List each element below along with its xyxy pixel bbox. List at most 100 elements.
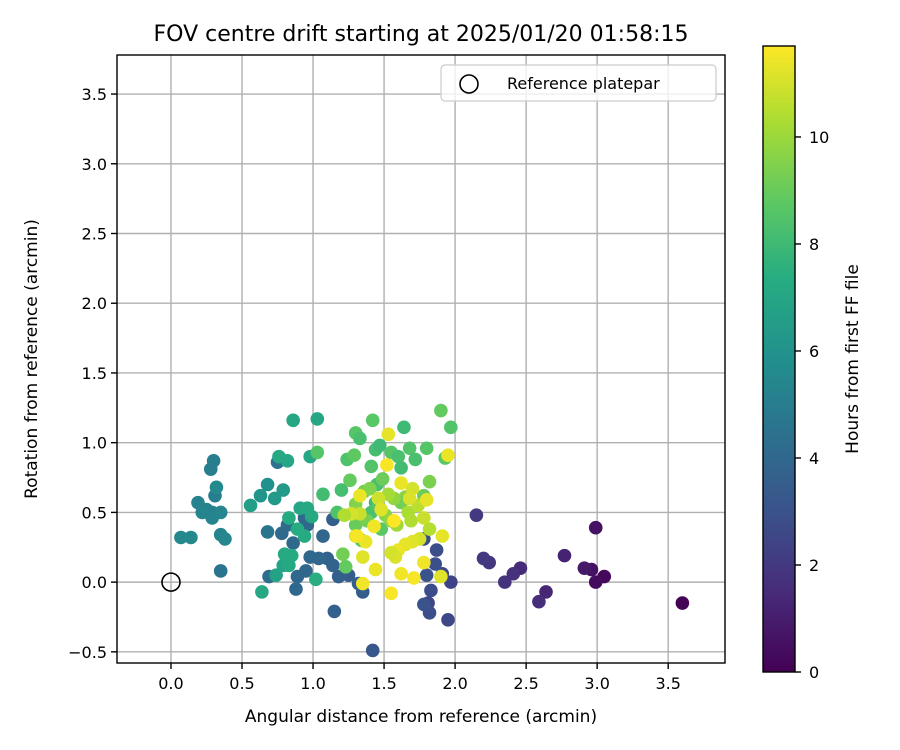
data-point — [539, 585, 553, 599]
data-point — [184, 530, 198, 545]
x-tick-label: 2.5 — [513, 674, 538, 693]
data-point — [402, 491, 417, 506]
colorbar-ticks: 0 2 4 6 8 10 — [795, 128, 829, 682]
x-axis-ticks: 0.0 0.5 1.0 1.5 2.0 2.5 3.0 3.5 — [158, 663, 681, 693]
data-point — [394, 460, 408, 475]
data-point — [394, 566, 408, 581]
legend-box — [440, 64, 717, 102]
data-point — [381, 427, 396, 442]
data-point — [498, 575, 512, 589]
y-tick-label: 3.0 — [82, 155, 107, 174]
x-tick-label: 3.5 — [655, 674, 680, 693]
data-point — [384, 586, 398, 601]
data-point — [419, 441, 434, 456]
data-point — [417, 597, 431, 612]
data-point — [331, 569, 346, 584]
data-point — [276, 483, 291, 497]
data-point — [253, 488, 268, 503]
data-point — [384, 546, 398, 560]
data-point — [206, 453, 221, 468]
data-point — [394, 476, 408, 490]
data-point — [434, 403, 448, 418]
data-point — [310, 412, 325, 426]
data-point — [435, 529, 450, 543]
data-point — [336, 547, 350, 562]
data-point — [353, 431, 367, 446]
data-point — [404, 513, 418, 528]
x-tick-label: 0.0 — [158, 674, 183, 693]
data-point — [444, 420, 458, 435]
data-point — [441, 448, 455, 463]
legend: Reference platepar — [440, 64, 717, 102]
data-point — [588, 575, 603, 589]
data-point — [286, 413, 300, 428]
y-tick-label: 2.0 — [82, 294, 107, 313]
data-point — [304, 509, 319, 524]
data-point — [402, 441, 417, 456]
data-point — [290, 569, 305, 584]
colorbar-tick-label: 8 — [809, 235, 819, 254]
data-points — [174, 403, 690, 658]
data-point — [434, 569, 448, 584]
data-point — [260, 477, 275, 492]
data-point — [387, 513, 401, 528]
data-point — [195, 505, 210, 520]
data-point — [218, 532, 232, 546]
data-point — [310, 445, 325, 460]
data-point — [429, 543, 444, 557]
data-point — [441, 612, 455, 627]
colorbar: 0 2 4 6 8 10 Hours from first FF file — [762, 45, 863, 682]
data-point — [267, 491, 282, 506]
data-point — [371, 491, 386, 506]
x-axis-label: Angular distance from reference (arcmin) — [245, 707, 597, 727]
plot-frame — [116, 54, 726, 664]
colorbar-tick-label: 6 — [809, 342, 819, 361]
data-point — [417, 555, 431, 570]
data-point — [532, 594, 546, 609]
data-point — [355, 550, 370, 564]
data-point — [368, 562, 383, 577]
y-tick-label: 3.5 — [82, 85, 107, 104]
data-point — [367, 519, 381, 534]
x-tick-label: 3.0 — [584, 674, 609, 693]
data-point — [577, 561, 592, 575]
data-point — [334, 483, 349, 497]
y-tick-label: 1.0 — [82, 434, 107, 453]
data-point — [243, 498, 258, 513]
data-point — [289, 582, 303, 596]
data-point — [675, 596, 690, 610]
data-point — [282, 511, 296, 525]
data-point — [424, 583, 438, 598]
data-point — [347, 448, 362, 463]
y-tick-label: 0.5 — [82, 503, 107, 522]
reference-platepar-marker — [161, 572, 181, 592]
y-tick-label: 2.5 — [82, 224, 107, 243]
data-point — [419, 568, 434, 582]
data-point — [408, 452, 423, 467]
data-point — [213, 505, 228, 520]
colorbar-tick-label: 10 — [809, 128, 829, 147]
data-point — [353, 488, 367, 503]
data-point — [355, 576, 370, 591]
data-point — [284, 548, 299, 563]
data-point — [260, 525, 275, 539]
data-point — [588, 520, 603, 535]
data-point — [422, 474, 437, 489]
data-point — [476, 551, 491, 566]
legend-reference-marker — [459, 74, 479, 94]
data-point — [316, 487, 330, 502]
data-point — [422, 522, 437, 536]
data-point — [343, 473, 357, 488]
data-point — [364, 459, 379, 474]
data-point — [316, 529, 330, 543]
data-point — [428, 557, 443, 571]
y-tick-label: 0.0 — [82, 573, 107, 592]
data-point — [286, 536, 300, 550]
y-tick-label: 1.5 — [82, 364, 107, 383]
data-point — [303, 550, 317, 564]
data-point — [269, 568, 283, 582]
y-axis-ticks: −0.5 0.0 0.5 1.0 1.5 2.0 2.5 3.0 3.5 — [68, 85, 117, 662]
chart-title: FOV centre drift starting at 2025/01/20 … — [154, 22, 689, 47]
data-point — [469, 508, 484, 522]
